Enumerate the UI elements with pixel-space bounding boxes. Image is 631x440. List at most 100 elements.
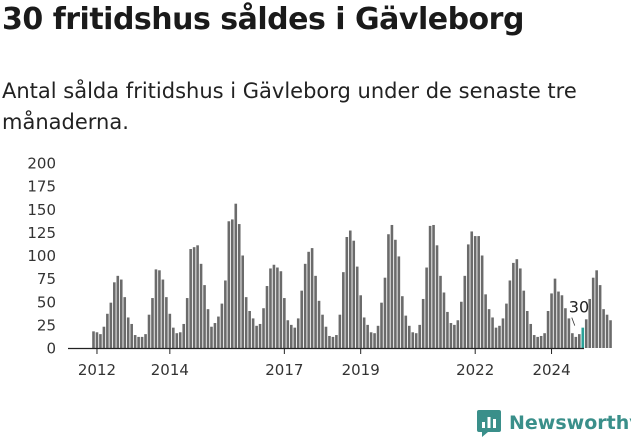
- bar: [154, 269, 158, 349]
- bar: [331, 336, 335, 348]
- bar: [484, 294, 487, 348]
- annotation-label: 30: [569, 298, 589, 317]
- bar: [248, 311, 251, 348]
- bar: [178, 332, 182, 348]
- bar: [512, 262, 515, 348]
- bar: [300, 290, 303, 348]
- bar: [303, 263, 307, 348]
- bar: [244, 297, 248, 349]
- bar: [397, 256, 401, 348]
- bar: [123, 297, 127, 349]
- bar: [203, 285, 206, 348]
- bar: [432, 224, 435, 348]
- x-tick-label: 2014: [151, 361, 189, 379]
- bar: [473, 236, 477, 348]
- bar: [536, 336, 539, 348]
- bar: [293, 327, 297, 348]
- bar: [276, 267, 279, 348]
- bar: [182, 323, 186, 348]
- bar: [487, 309, 491, 348]
- bar: [369, 332, 373, 348]
- bar: [192, 247, 196, 348]
- bar: [99, 334, 102, 349]
- bar: [515, 259, 519, 348]
- bar: [102, 326, 106, 348]
- bar: [255, 325, 258, 348]
- bar: [519, 268, 522, 348]
- bar-chart: 0 25 50 75 100 125 150 175 200 2012 2014 2017 2019 20…: [27, 155, 612, 379]
- bar: [453, 324, 456, 349]
- bar: [158, 270, 161, 348]
- bar: [449, 323, 453, 348]
- bar: [189, 249, 192, 348]
- bar: [425, 267, 428, 348]
- x-tick-label: 2012: [78, 361, 116, 379]
- bar: [196, 245, 199, 348]
- bar: [380, 302, 383, 348]
- bar: [602, 309, 605, 348]
- bar: [588, 298, 592, 348]
- bar: [126, 317, 130, 348]
- bar: [387, 234, 390, 348]
- bar: [272, 264, 276, 348]
- bar: [376, 325, 380, 348]
- bar: [456, 320, 460, 348]
- bar: [401, 296, 404, 348]
- y-tick-label: 125: [27, 224, 56, 242]
- bar: [220, 303, 224, 348]
- bar: [161, 279, 165, 348]
- bar: [605, 314, 609, 348]
- bar: [498, 325, 501, 348]
- bar: [314, 275, 317, 348]
- bar: [172, 327, 175, 348]
- bar: [241, 255, 245, 348]
- x-tick-label: 2022: [456, 361, 494, 379]
- bar: [130, 323, 133, 348]
- bar: [224, 280, 227, 348]
- x-tick-label: 2019: [342, 361, 380, 379]
- bar: [411, 332, 415, 348]
- bar: [168, 313, 172, 348]
- bar: [598, 285, 602, 348]
- bar: [251, 318, 255, 348]
- bar: [366, 324, 369, 349]
- y-tick-label: 200: [27, 155, 56, 173]
- bar: [609, 320, 612, 348]
- bar: [550, 293, 553, 348]
- bar: [407, 325, 411, 348]
- bar: [234, 203, 238, 348]
- bar: [283, 298, 286, 348]
- bar: [477, 236, 480, 348]
- bar: [307, 251, 310, 348]
- bar: [92, 331, 95, 348]
- bar: [564, 308, 567, 348]
- bar: [310, 248, 314, 348]
- bar: [262, 308, 265, 348]
- annotation-leader: [571, 317, 576, 326]
- bar: [113, 282, 116, 348]
- bar: [567, 318, 571, 348]
- bar: [373, 333, 376, 348]
- y-tick-label: 100: [27, 247, 56, 265]
- bar: [439, 275, 442, 348]
- x-tick-label: 2024: [532, 361, 570, 379]
- bar: [231, 219, 234, 348]
- bar: [557, 291, 560, 348]
- bar: [560, 295, 564, 348]
- y-tick-label: 75: [37, 270, 56, 288]
- bar: [494, 327, 498, 348]
- bar: [359, 295, 362, 348]
- bar: [390, 224, 394, 348]
- bar: [574, 336, 578, 348]
- bar: [529, 323, 533, 348]
- y-tick-label: 150: [27, 201, 56, 219]
- bar: [348, 230, 352, 348]
- page-title: 30 fritidshus såldes i Gävleborg: [2, 2, 524, 37]
- bar: [581, 327, 585, 348]
- y-tick-label: 50: [37, 293, 56, 311]
- bar: [296, 318, 300, 348]
- bar: [591, 277, 595, 348]
- bar: [522, 290, 526, 348]
- bar: [539, 335, 543, 348]
- bar: [289, 324, 293, 349]
